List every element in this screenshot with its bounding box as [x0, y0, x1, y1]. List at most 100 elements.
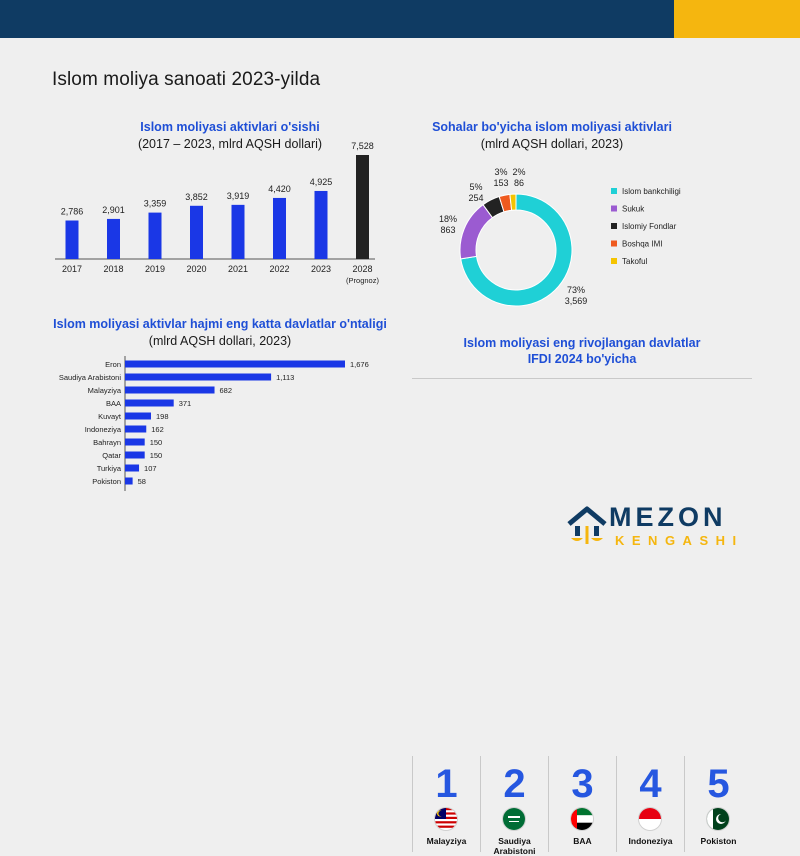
- legend-swatch: [611, 240, 617, 247]
- hbar: [125, 360, 345, 368]
- malaysia-flag-icon: [435, 808, 457, 830]
- hbar-value-label: 371: [179, 399, 192, 408]
- bar: [148, 212, 162, 259]
- hbar: [125, 412, 151, 420]
- legend-label: Takoful: [622, 257, 648, 266]
- legend-label: Islomiy Fondlar: [622, 222, 677, 231]
- bar-value-label: 3,852: [185, 192, 208, 202]
- hbar: [125, 477, 133, 485]
- hbar-value-label: 58: [138, 477, 146, 486]
- bar-value-label: 3,919: [227, 191, 250, 201]
- hbar: [125, 451, 145, 459]
- legend-swatch: [611, 258, 617, 264]
- x-tick-label: 2019: [145, 264, 165, 274]
- hbar-value-label: 150: [150, 451, 163, 460]
- rank-country-name: Malayziya: [426, 836, 467, 846]
- ranking-item: 4 Indoneziya: [616, 756, 684, 852]
- y-tick-label: BAA: [106, 399, 121, 408]
- sector-chart-title: Sohalar bo'yicha islom moliyasi aktivlar…: [432, 120, 672, 134]
- legend-swatch: [611, 223, 617, 229]
- y-tick-label: Eron: [105, 360, 121, 369]
- slice-percent-label: 2%: [512, 167, 525, 177]
- slice-percent-label: 5%: [469, 182, 482, 192]
- x-tick-label: 2022: [269, 264, 289, 274]
- ranking-item: 3 BAA: [548, 756, 616, 852]
- x-tick-label: 2017: [62, 264, 82, 274]
- rank-number: 1: [435, 762, 458, 806]
- x-tick-label: 2023: [311, 264, 331, 274]
- top10-chart-subtitle: (mlrd AQSH dollari, 2023): [148, 334, 292, 348]
- bar: [231, 204, 245, 259]
- bar-value-label: 4,420: [268, 184, 291, 194]
- donut-slice: [460, 193, 573, 307]
- rank-country-name: Pokiston: [700, 836, 737, 846]
- pakistan-flag-icon: [707, 808, 729, 830]
- donut-slice: [509, 193, 517, 211]
- legend-swatch: [611, 205, 617, 212]
- y-tick-label: Saudiya Arabistoni: [59, 373, 121, 382]
- slice-percent-label: 73%: [567, 285, 585, 295]
- x-tick-label: 2018: [103, 264, 123, 274]
- growth-bar-chart: 2,786 2017 2,901 2018 3,359 2019 3,852 2020 3,91…: [55, 141, 379, 285]
- y-tick-label: Malayziya: [88, 386, 122, 395]
- hbar-value-label: 1,113: [276, 373, 294, 382]
- bar-value-label: 4,925: [310, 177, 333, 187]
- legend-label: Sukuk: [622, 205, 645, 214]
- hbar-value-label: 150: [150, 438, 163, 447]
- y-tick-label: Indoneziya: [85, 425, 122, 434]
- rank-country-name: Saudiya Arabistoni: [493, 836, 536, 856]
- hbar: [125, 438, 145, 446]
- hbar: [125, 464, 140, 472]
- hbar: [125, 425, 147, 433]
- slice-percent-label: 3%: [494, 167, 507, 177]
- hbar-value-label: 162: [151, 425, 164, 434]
- y-tick-label: Qatar: [102, 451, 121, 460]
- rank-country-name: Indoneziya: [628, 836, 673, 846]
- ranking-item: 1 Malayziya: [412, 756, 480, 852]
- top10-hbar-chart: Eron 1,676 Saudiya Arabistoni 1,113 Malayziy…: [59, 356, 369, 491]
- slice-value-label: 863: [440, 225, 455, 235]
- sector-donut-chart: 73%3,569 18%863 5%254 3%153 2%86 Islom bankch…: [439, 167, 681, 307]
- mezon-logo: MEZON KENGASHI: [565, 500, 755, 550]
- bar-value-label: 2,901: [102, 205, 125, 215]
- hbar-value-label: 107: [144, 464, 157, 473]
- slice-value-label: 86: [514, 178, 524, 188]
- y-tick-label: Turkiya: [97, 464, 122, 473]
- bar: [107, 218, 120, 259]
- rank-number: 3: [571, 762, 594, 806]
- x-tick-note: (Prognoz): [346, 276, 379, 285]
- slice-percent-label: 18%: [439, 214, 457, 224]
- uae-flag-icon: [571, 808, 593, 830]
- bar-value-label: 2,786: [61, 207, 84, 217]
- x-tick-label: 2028: [352, 264, 372, 274]
- ranking-item: 2 Saudiya Arabistoni: [480, 756, 548, 856]
- hbar-value-label: 198: [156, 412, 169, 421]
- slice-value-label: 254: [468, 193, 483, 203]
- bar: [273, 197, 286, 259]
- hbar: [125, 399, 174, 407]
- house-scales-icon: [567, 506, 607, 544]
- indonesia-flag-icon: [639, 808, 661, 830]
- bar: [356, 155, 369, 259]
- logo-text: MEZON: [609, 502, 727, 532]
- rank-country-name: BAA: [573, 836, 592, 846]
- hbar-value-label: 682: [220, 386, 233, 395]
- bar: [65, 220, 79, 259]
- top-banner-accent: [674, 0, 800, 38]
- bar-value-label: 7,528: [351, 141, 374, 151]
- growth-chart-title: Islom moliyasi aktivlari o'sishi: [140, 120, 320, 134]
- top10-chart-title: Islom moliyasi aktivlar hajmi eng katta …: [53, 317, 387, 331]
- sector-chart-subtitle: (mlrd AQSH dollari, 2023): [480, 137, 624, 151]
- rank-number: 4: [639, 762, 662, 806]
- saudi-arabia-flag-icon: [503, 808, 525, 830]
- hbar-value-label: 1,676: [350, 360, 369, 369]
- bar-value-label: 3,359: [144, 199, 167, 209]
- slice-value-label: 153: [493, 178, 508, 188]
- hbar: [125, 386, 215, 394]
- x-tick-label: 2020: [186, 264, 206, 274]
- legend-label: Boshqa IMI: [622, 240, 662, 249]
- growth-chart-subtitle: (2017 – 2023, mlrd AQSH dollari): [137, 137, 323, 151]
- ranking-list: 1 Malayziya 2: [412, 378, 752, 856]
- legend-label: Islom bankchiligi: [622, 187, 681, 196]
